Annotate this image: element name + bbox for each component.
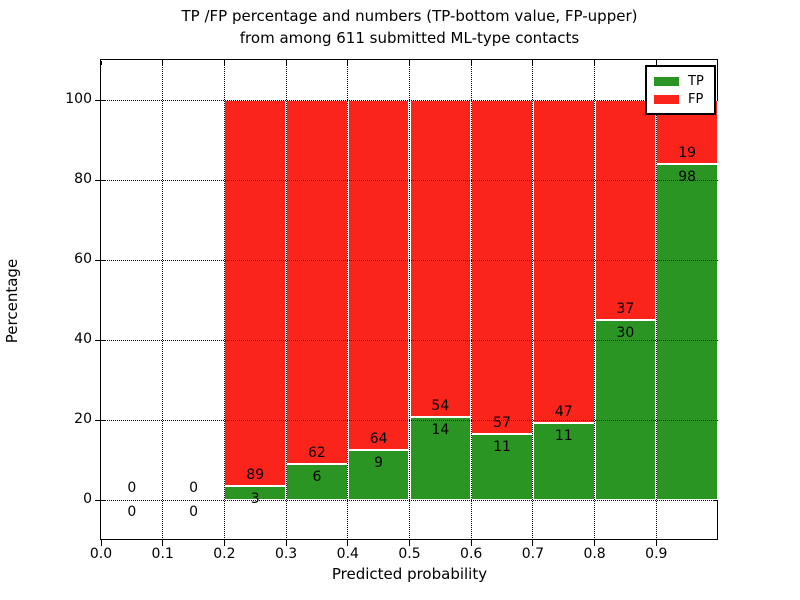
bar-label-fp: 37 xyxy=(616,300,635,317)
y-tick-label: 100 xyxy=(65,91,92,107)
vertical-gridline xyxy=(162,60,164,540)
legend-label-fp: FP xyxy=(688,91,704,107)
bar-label-fp: 0 xyxy=(127,480,137,496)
x-tick-mark xyxy=(285,539,287,546)
bar-segment-fp xyxy=(224,100,287,487)
legend: TP FP xyxy=(645,65,716,115)
x-tick-label: 0.5 xyxy=(398,546,421,562)
tp-color-swatch-icon xyxy=(654,76,679,86)
y-tick-mark xyxy=(95,179,105,181)
vertical-gridline xyxy=(347,60,349,540)
legend-label-tp: TP xyxy=(688,73,704,89)
x-tick-mark xyxy=(532,539,534,546)
bar-label-tp: 98 xyxy=(678,168,697,185)
x-tick-mark xyxy=(162,539,164,546)
x-tick-mark-top xyxy=(100,61,102,65)
bar-label-tp: 3 xyxy=(250,490,260,507)
vertical-gridline xyxy=(285,60,287,540)
vertical-gridline xyxy=(532,60,534,540)
fp-color-swatch-icon xyxy=(654,94,679,104)
y-tick-mark xyxy=(95,339,105,341)
bar-label-fp: 64 xyxy=(369,430,388,447)
y-tick-label: 40 xyxy=(74,331,92,347)
bar-segment-tp xyxy=(286,464,348,500)
y-tick-label: 20 xyxy=(74,411,92,427)
x-tick-label: 0.4 xyxy=(336,546,359,562)
bar-segment-tp xyxy=(409,417,472,500)
y-tick-label: 60 xyxy=(74,251,92,267)
bar-label-fp: 54 xyxy=(431,397,450,414)
x-axis-label: Predicted probability xyxy=(331,565,488,583)
bar-segment-fp xyxy=(409,100,472,418)
vertical-gridline xyxy=(223,60,225,540)
y-tick-label: 80 xyxy=(74,171,92,187)
x-tick-mark xyxy=(100,539,102,546)
horizontal-gridline xyxy=(101,499,718,501)
vertical-gridline xyxy=(594,60,596,540)
x-tick-label: 0.3 xyxy=(274,546,298,562)
legend-item-tp: TP xyxy=(654,72,707,90)
bar-segment-tp xyxy=(532,424,595,500)
x-tick-mark xyxy=(223,539,225,546)
bar-segment-tp xyxy=(347,450,410,500)
bar-segment-fp xyxy=(347,100,410,451)
horizontal-gridline xyxy=(101,259,718,261)
bar-segment-tp xyxy=(594,320,657,500)
bar-label-fp: 89 xyxy=(246,466,265,483)
x-tick-label: 0.7 xyxy=(521,546,545,562)
bar-label-fp: 62 xyxy=(308,444,326,461)
y-tick-mark xyxy=(95,259,105,261)
x-tick-mark xyxy=(409,539,410,546)
legend-item-fp: FP xyxy=(654,90,707,108)
bar-segment-fp xyxy=(471,100,533,436)
bar-label-tp: 0 xyxy=(189,504,198,520)
horizontal-gridline xyxy=(101,99,718,101)
bar-segment-fp xyxy=(532,100,595,425)
horizontal-gridline xyxy=(101,419,718,421)
bar-label-tp: 11 xyxy=(493,439,511,456)
bar-label-fp: 19 xyxy=(678,144,697,161)
bar-segment-fp xyxy=(594,100,657,321)
bar-label-tp: 11 xyxy=(554,428,573,445)
bar-label-tp: 14 xyxy=(431,421,450,438)
vertical-gridline xyxy=(409,60,410,540)
bar-label-tp: 6 xyxy=(312,468,322,485)
bar-label-fp: 0 xyxy=(189,480,198,496)
horizontal-gridline xyxy=(101,179,718,181)
chart-title-line1: TP /FP percentage and numbers (TP-bottom… xyxy=(181,7,638,25)
y-tick-mark xyxy=(95,419,105,421)
chart-title-line2: from among 611 submitted ML-type contact… xyxy=(239,29,580,47)
y-tick-mark xyxy=(95,499,105,501)
bar-label-tp: 9 xyxy=(374,454,384,471)
y-tick-mark xyxy=(95,99,105,101)
x-tick-label: 0.2 xyxy=(213,546,236,562)
y-axis-label: Percentage xyxy=(3,258,21,344)
x-tick-label: 0.6 xyxy=(460,546,483,562)
vertical-gridline xyxy=(470,60,472,540)
x-tick-mark xyxy=(594,539,596,546)
vertical-gridline xyxy=(655,60,657,540)
bar-segment-tp xyxy=(656,164,718,500)
x-tick-label: 0.9 xyxy=(645,546,668,562)
horizontal-gridline xyxy=(101,339,718,341)
bar-label-fp: 57 xyxy=(493,415,511,432)
x-tick-mark xyxy=(470,539,472,546)
bar-segment-fp xyxy=(286,100,348,465)
y-tick-label: 0 xyxy=(83,491,92,507)
x-tick-label: 0.0 xyxy=(89,546,113,562)
x-tick-mark xyxy=(347,539,349,546)
x-tick-mark xyxy=(655,539,657,546)
bar-label-tp: 30 xyxy=(616,324,635,341)
bar-label-tp: 0 xyxy=(127,504,137,520)
x-tick-label: 0.1 xyxy=(151,546,174,562)
x-tick-label: 0.8 xyxy=(583,546,606,562)
bar-label-fp: 47 xyxy=(554,404,573,421)
